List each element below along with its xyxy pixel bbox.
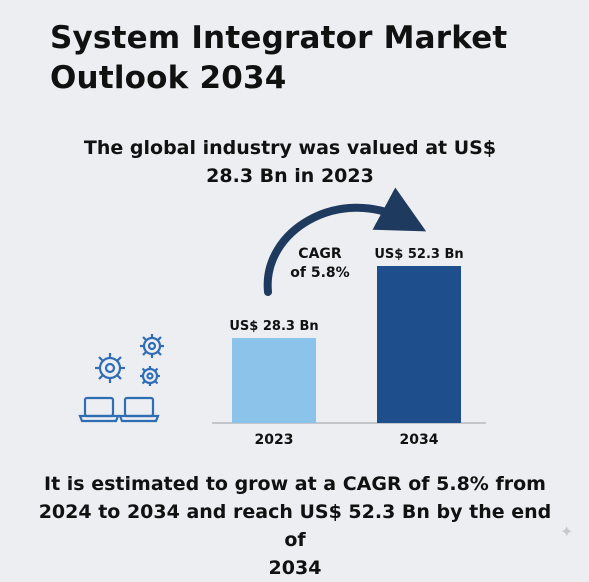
- subtitle-line-2: 28.3 Bn in 2023: [206, 165, 374, 187]
- subtitle-line-1: The global industry was valued at US$: [83, 137, 497, 159]
- title-line-2: Outlook 2034: [50, 60, 287, 96]
- bar-2023: [232, 338, 316, 423]
- cagr-label-line-2: of 5.8%: [290, 265, 349, 281]
- footer-line-1: It is estimated to grow at a CAGR of 5.8…: [44, 473, 546, 495]
- cagr-label-line-1: CAGR: [298, 246, 342, 262]
- sparkle-icon: ✦: [560, 522, 574, 541]
- data-label-2023: US$ 28.3 Bn: [229, 319, 318, 334]
- page-title: System Integrator Market Outlook 2034: [50, 18, 570, 98]
- data-label-2034: US$ 52.3 Bn: [374, 247, 463, 262]
- bar-2034: [377, 266, 461, 423]
- market-chart: US$ 28.3 Bn US$ 52.3 Bn 2023 2034 CAGR o…: [78, 187, 486, 448]
- category-label-2034: 2034: [400, 432, 439, 448]
- gears-icon: [95, 334, 164, 386]
- laptop-icon: [78, 396, 160, 423]
- footer-line-2: 2024 to 2034 and reach US$ 52.3 Bn by th…: [38, 501, 552, 551]
- growth-arrow: [263, 187, 427, 296]
- title-line-1: System Integrator Market: [50, 20, 508, 56]
- subtitle: The global industry was valued at US$ 28…: [60, 134, 520, 190]
- category-label-2023: 2023: [255, 432, 294, 448]
- footer-line-3: 2034: [268, 557, 322, 579]
- footer-text: It is estimated to grow at a CAGR of 5.8…: [30, 470, 560, 582]
